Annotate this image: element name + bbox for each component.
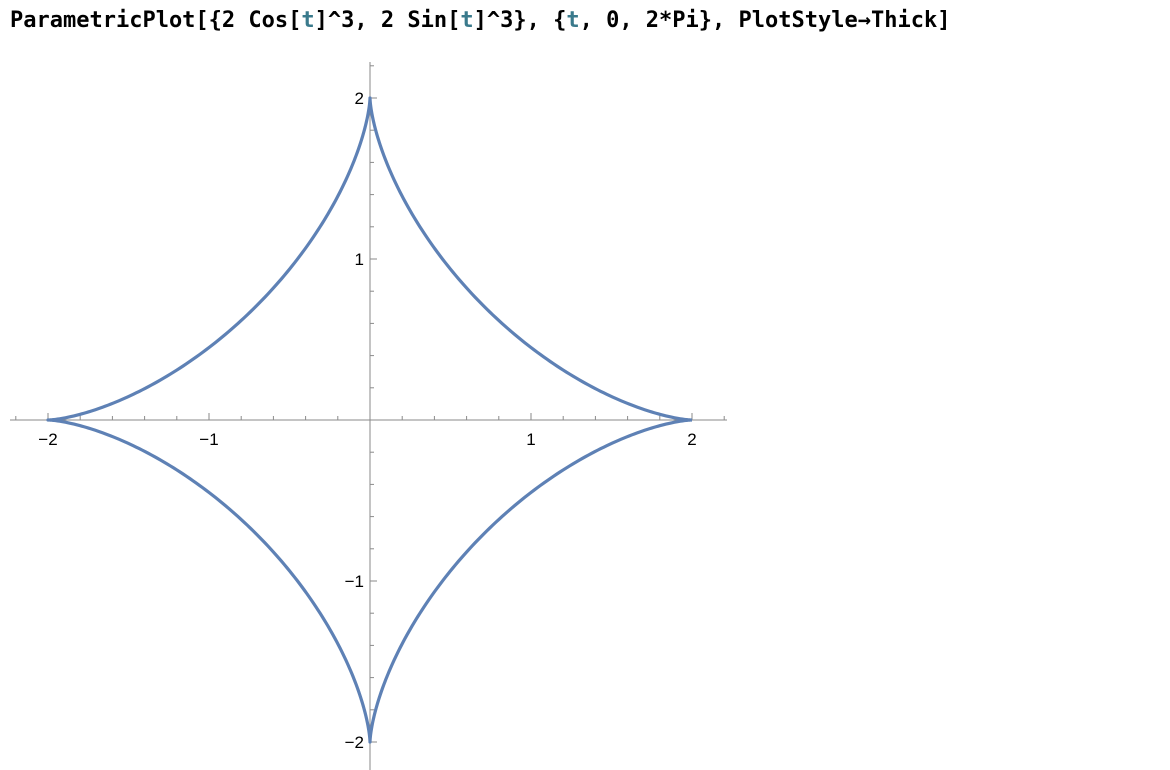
input-variable-token: t <box>460 8 474 33</box>
y-tick-label: −2 <box>345 733 364 752</box>
input-cell[interactable]: ParametricPlot[{2 Cos[t]^3, 2 Sin[t]^3},… <box>10 8 950 33</box>
input-code-token: ]^3, 2 Sin[ <box>314 8 461 33</box>
ticks <box>15 65 725 743</box>
x-tick-label: −1 <box>199 430 218 449</box>
input-code-token: ParametricPlot[{2 Cos[ <box>10 8 302 33</box>
y-tick-label: 2 <box>355 89 364 108</box>
x-tick-label: −2 <box>38 430 57 449</box>
tick-labels: −2 −1 1 2 2 1 −1 −2 <box>38 89 696 752</box>
y-tick-label: −1 <box>345 572 364 591</box>
input-code-token: ]^3}, { <box>473 8 567 33</box>
astroid-curve <box>46 96 694 744</box>
input-variable-token: t <box>566 8 580 33</box>
x-tick-label: 1 <box>526 430 535 449</box>
axes <box>10 62 727 770</box>
x-tick-label: 2 <box>687 430 696 449</box>
input-variable-token: t <box>301 8 315 33</box>
input-code-token: , 0, 2*Pi}, PlotStyle→Thick] <box>579 8 951 33</box>
y-tick-label: 1 <box>355 250 364 269</box>
